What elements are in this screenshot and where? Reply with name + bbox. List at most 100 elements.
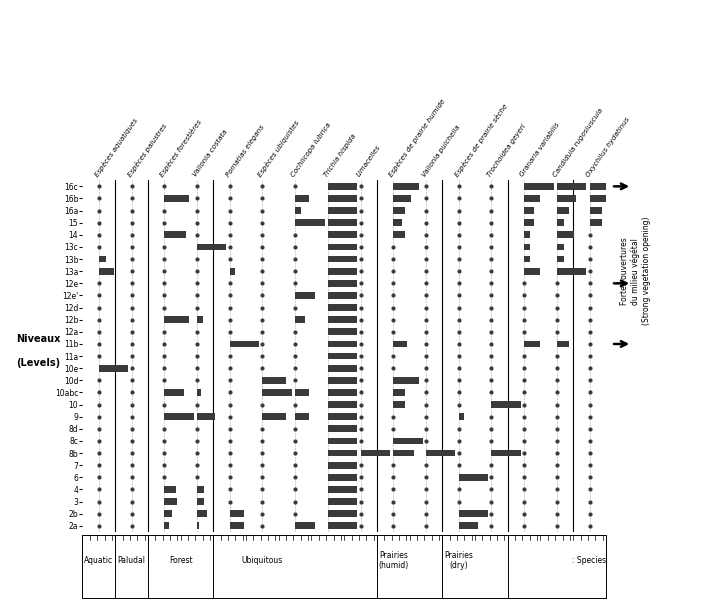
FancyBboxPatch shape <box>295 195 309 202</box>
FancyBboxPatch shape <box>328 377 357 383</box>
FancyBboxPatch shape <box>328 304 357 311</box>
Text: Paludal: Paludal <box>118 556 146 565</box>
FancyBboxPatch shape <box>164 316 189 323</box>
FancyBboxPatch shape <box>99 268 113 275</box>
FancyBboxPatch shape <box>328 389 357 396</box>
FancyBboxPatch shape <box>328 426 357 432</box>
FancyBboxPatch shape <box>164 498 177 505</box>
FancyBboxPatch shape <box>164 231 186 238</box>
FancyBboxPatch shape <box>164 510 172 517</box>
FancyBboxPatch shape <box>328 462 357 469</box>
Text: Pomatias elegans: Pomatias elegans <box>224 124 265 178</box>
Text: Limacelles: Limacelles <box>356 144 381 178</box>
FancyBboxPatch shape <box>426 450 455 457</box>
FancyBboxPatch shape <box>589 183 611 190</box>
FancyBboxPatch shape <box>328 401 357 408</box>
FancyBboxPatch shape <box>524 341 540 347</box>
FancyBboxPatch shape <box>295 219 325 226</box>
FancyBboxPatch shape <box>393 389 405 396</box>
Text: (Levels): (Levels) <box>16 358 60 368</box>
FancyBboxPatch shape <box>328 219 357 226</box>
FancyBboxPatch shape <box>328 486 357 493</box>
FancyBboxPatch shape <box>164 522 169 529</box>
FancyBboxPatch shape <box>99 365 128 371</box>
Text: Trochoidea geyeri: Trochoidea geyeri <box>486 123 528 178</box>
Text: : Species: : Species <box>572 556 607 565</box>
FancyBboxPatch shape <box>328 365 357 371</box>
FancyBboxPatch shape <box>197 243 227 251</box>
FancyBboxPatch shape <box>524 243 530 251</box>
FancyBboxPatch shape <box>328 207 357 214</box>
FancyBboxPatch shape <box>524 268 540 275</box>
FancyBboxPatch shape <box>328 280 357 287</box>
FancyBboxPatch shape <box>197 522 199 529</box>
FancyBboxPatch shape <box>557 219 564 226</box>
FancyBboxPatch shape <box>557 243 564 251</box>
FancyBboxPatch shape <box>557 268 587 275</box>
FancyBboxPatch shape <box>557 255 564 263</box>
FancyBboxPatch shape <box>393 183 419 190</box>
Text: Prairies
(dry): Prairies (dry) <box>445 551 473 570</box>
FancyBboxPatch shape <box>328 243 357 251</box>
Text: Ubiquitous: Ubiquitous <box>242 556 283 565</box>
FancyBboxPatch shape <box>557 183 587 190</box>
FancyBboxPatch shape <box>164 486 176 493</box>
FancyBboxPatch shape <box>524 255 530 263</box>
Text: Vallonia pulchella: Vallonia pulchella <box>421 124 461 178</box>
Text: Espèces de prairie sèche: Espèces de prairie sèche <box>453 102 508 178</box>
FancyBboxPatch shape <box>328 341 357 347</box>
Text: Cochlicopa lubrica: Cochlicopa lubrica <box>290 121 332 178</box>
FancyBboxPatch shape <box>262 377 286 383</box>
Text: Fortes ouvertures
du milieu végétal
(Strong vegetation opening): Fortes ouvertures du milieu végétal (Str… <box>620 217 650 326</box>
FancyBboxPatch shape <box>328 498 357 505</box>
FancyBboxPatch shape <box>328 413 357 420</box>
FancyBboxPatch shape <box>328 255 357 263</box>
FancyBboxPatch shape <box>328 292 357 299</box>
FancyBboxPatch shape <box>262 413 286 420</box>
Text: Espèces forestières: Espèces forestières <box>158 118 203 178</box>
Text: Oxychilus hydatinus: Oxychilus hydatinus <box>584 116 630 178</box>
FancyBboxPatch shape <box>328 510 357 517</box>
FancyBboxPatch shape <box>491 401 521 408</box>
FancyBboxPatch shape <box>164 389 184 396</box>
FancyBboxPatch shape <box>197 498 204 505</box>
Text: Espèces palustres: Espèces palustres <box>125 122 168 178</box>
FancyBboxPatch shape <box>295 292 315 299</box>
FancyBboxPatch shape <box>589 195 619 202</box>
Text: Espèces aquatiques: Espèces aquatiques <box>93 117 139 178</box>
Text: Niveaux: Niveaux <box>16 334 60 344</box>
FancyBboxPatch shape <box>328 522 357 529</box>
FancyBboxPatch shape <box>393 231 405 238</box>
FancyBboxPatch shape <box>557 341 569 347</box>
FancyBboxPatch shape <box>393 377 419 383</box>
FancyBboxPatch shape <box>393 450 414 457</box>
FancyBboxPatch shape <box>589 219 602 226</box>
FancyBboxPatch shape <box>99 255 106 263</box>
FancyBboxPatch shape <box>295 389 309 396</box>
FancyBboxPatch shape <box>393 438 422 444</box>
FancyBboxPatch shape <box>557 231 574 238</box>
FancyBboxPatch shape <box>459 510 488 517</box>
FancyBboxPatch shape <box>164 413 194 420</box>
Text: Forest: Forest <box>168 556 192 565</box>
FancyBboxPatch shape <box>295 207 301 214</box>
FancyBboxPatch shape <box>328 195 357 202</box>
FancyBboxPatch shape <box>491 450 521 457</box>
FancyBboxPatch shape <box>459 413 464 420</box>
FancyBboxPatch shape <box>197 316 203 323</box>
FancyBboxPatch shape <box>361 450 390 457</box>
Text: Trichia hispida: Trichia hispida <box>323 133 357 178</box>
FancyBboxPatch shape <box>197 486 204 493</box>
FancyBboxPatch shape <box>295 522 315 529</box>
FancyBboxPatch shape <box>393 219 402 226</box>
FancyBboxPatch shape <box>459 474 488 481</box>
Text: Prairies
(humid): Prairies (humid) <box>378 551 409 570</box>
FancyBboxPatch shape <box>328 183 357 190</box>
FancyBboxPatch shape <box>524 219 534 226</box>
FancyBboxPatch shape <box>328 450 357 457</box>
FancyBboxPatch shape <box>229 510 244 517</box>
Text: Aquatic: Aquatic <box>85 556 113 565</box>
FancyBboxPatch shape <box>328 438 357 444</box>
Text: Espèces ubiquistes: Espèces ubiquistes <box>257 119 301 178</box>
Text: Candidula rugosiuscula: Candidula rugosiuscula <box>552 107 604 178</box>
